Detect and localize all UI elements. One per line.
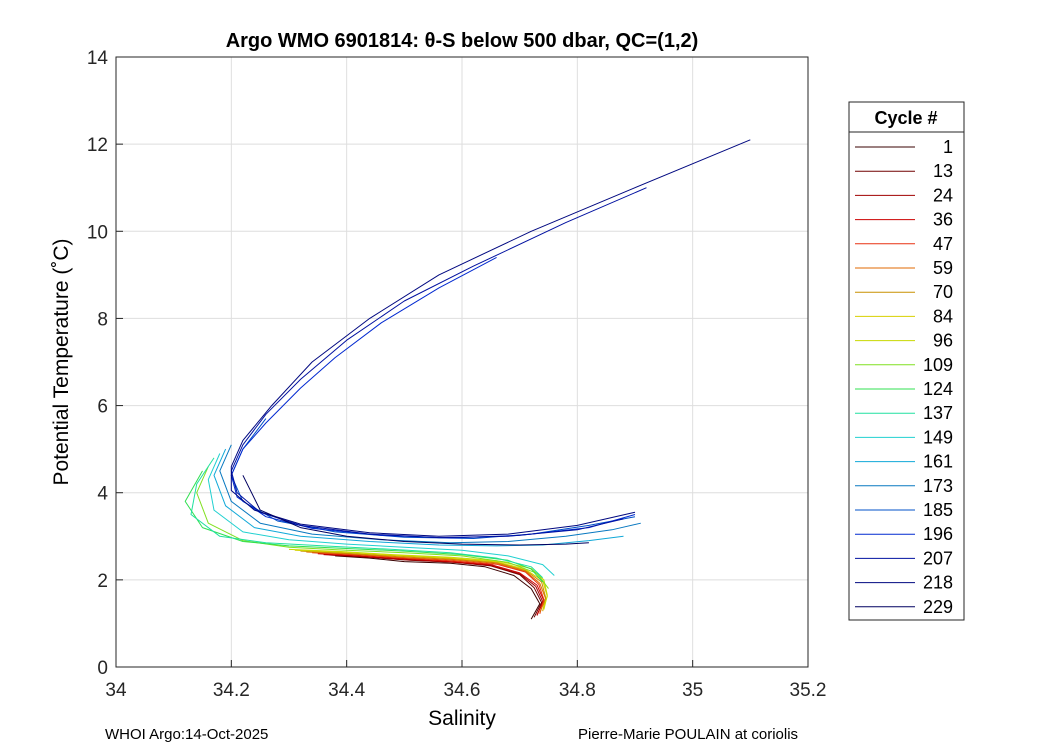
x-tick-label: 34.2 <box>213 680 250 701</box>
y-tick-label: 6 <box>97 397 108 418</box>
series-line-cycle-1 <box>335 555 541 620</box>
y-tick-label: 12 <box>87 135 108 156</box>
x-tick-label: 34.6 <box>444 680 481 701</box>
chart-title: Argo WMO 6901814: θ-S below 500 dbar, QC… <box>226 30 699 52</box>
x-tick-label: 34.4 <box>328 680 365 701</box>
legend-label: 59 <box>933 258 953 278</box>
legend-label: 185 <box>923 500 953 520</box>
x-tick-label: 35.2 <box>790 680 827 701</box>
series-line-cycle-137 <box>190 457 544 579</box>
legend-label: 70 <box>933 282 953 302</box>
legend-label: 47 <box>933 234 953 254</box>
legend-box <box>848 101 965 621</box>
legend-label: 218 <box>923 573 953 593</box>
y-axis-label: Potential Temperature (˚C) <box>50 238 73 485</box>
legend-label: 84 <box>933 306 953 326</box>
series-line-cycle-13 <box>329 554 543 618</box>
series-line-cycle-47 <box>312 552 545 614</box>
series-line-cycle-218 <box>230 139 751 537</box>
legend-label: 229 <box>923 597 953 617</box>
legend-label: 149 <box>923 427 953 447</box>
series-line-cycle-70 <box>300 550 547 612</box>
legend-label: 207 <box>923 548 953 568</box>
series-line-cycle-36 <box>317 553 545 615</box>
series-line-cycle-84 <box>294 549 548 611</box>
legend-label: 96 <box>933 331 953 351</box>
x-axis-label: Salinity <box>428 707 496 730</box>
series-line-cycle-149 <box>207 453 555 576</box>
series-line-cycle-24 <box>323 554 544 616</box>
legend-title: Cycle # <box>874 108 937 128</box>
legend-label: 137 <box>923 403 953 423</box>
y-tick-label: 14 <box>87 48 109 69</box>
x-tick-label: 35 <box>682 680 703 701</box>
series-line-cycle-229 <box>242 475 589 546</box>
legend-label: 124 <box>923 379 953 399</box>
x-tick-label: 34 <box>105 680 127 701</box>
series-line-cycle-196 <box>230 256 636 539</box>
y-tick-label: 4 <box>97 484 108 505</box>
series-line-cycle-207 <box>230 187 647 539</box>
legend-label: 109 <box>923 355 953 375</box>
legend-label: 173 <box>923 476 953 496</box>
legend-label: 196 <box>923 524 953 544</box>
series-line-cycle-161 <box>213 448 624 547</box>
legend-label: 1 <box>943 137 953 157</box>
x-tick-label: 34.8 <box>559 680 596 701</box>
legend-label: 13 <box>933 161 953 181</box>
series-line-cycle-59 <box>306 551 547 613</box>
y-tick-label: 2 <box>97 571 108 592</box>
footer-left: WHOI Argo:14-Oct-2025 <box>105 726 269 743</box>
axis-ticks: 34 34.2 34.4 34.6 34.8 35 35.2 0 2 4 6 8 10 12 14 <box>87 48 827 701</box>
legend-label: 36 <box>933 210 953 230</box>
series-line-cycle-109 <box>196 466 549 589</box>
y-tick-label: 8 <box>97 309 108 330</box>
legend-label: 24 <box>933 185 953 205</box>
legend-label: 161 <box>923 452 953 472</box>
plot-area <box>184 139 751 620</box>
grid <box>115 56 809 668</box>
footer-right: Pierre-Marie POULAIN at coriolis <box>578 726 799 743</box>
y-tick-label: 10 <box>87 222 108 243</box>
legend: Cycle # 1 13 24 36 47 59 70 84 96 109 124 137 149 161… <box>848 101 965 621</box>
legend-entries: 1 13 24 36 47 59 70 84 96 109 124 137 149 161 173 185 19… <box>855 137 953 617</box>
y-tick-label: 0 <box>97 658 108 679</box>
series-line-cycle-185 <box>230 418 636 539</box>
